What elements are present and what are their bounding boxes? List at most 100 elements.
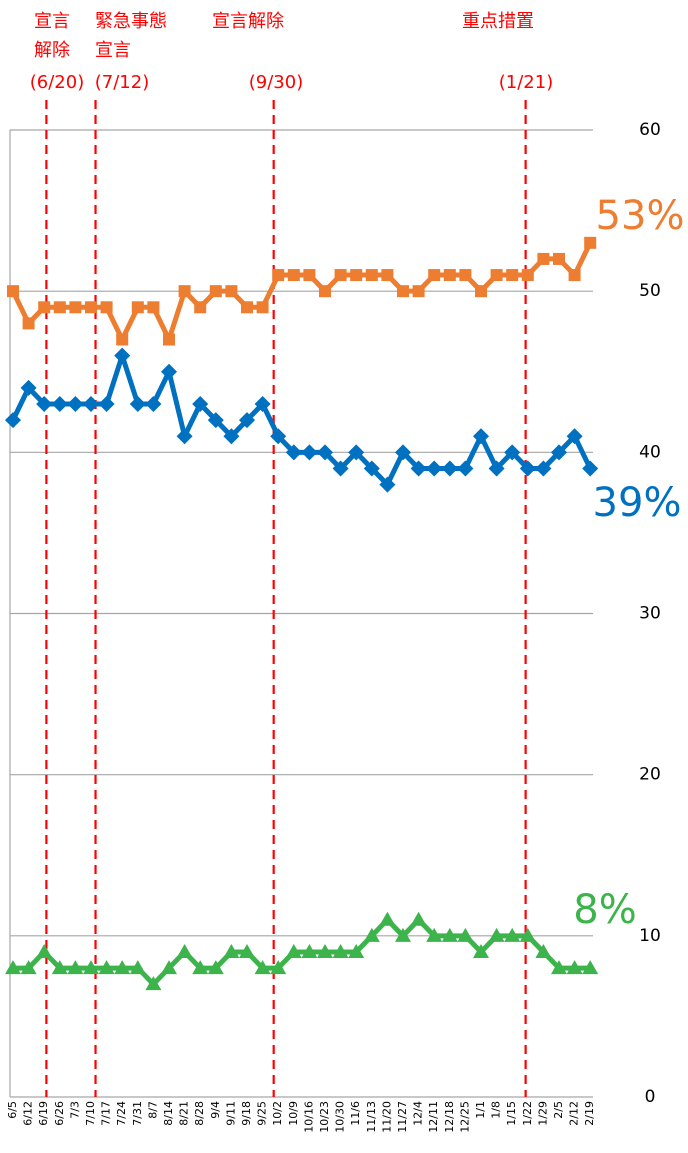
marker (319, 285, 331, 298)
x-tick-label: 1/29 (536, 1101, 549, 1126)
event-label: 解除 (34, 40, 70, 61)
marker (145, 976, 162, 991)
marker (254, 960, 271, 975)
event-label: 緊急事態 (95, 11, 167, 32)
marker (582, 460, 599, 477)
y-tick-label: 60 (639, 120, 661, 140)
marker (270, 428, 287, 445)
marker (566, 428, 583, 445)
x-tick-label: 2/12 (568, 1101, 581, 1126)
marker (67, 960, 84, 975)
marker (285, 444, 302, 461)
event-date: (6/20) (30, 72, 84, 93)
marker (519, 460, 536, 477)
marker (83, 960, 99, 975)
marker (397, 285, 409, 298)
x-tick-label: 11/27 (396, 1101, 409, 1133)
x-tick-label: 8/21 (178, 1101, 191, 1126)
marker (7, 285, 19, 298)
x-tick-label: 6/26 (53, 1101, 66, 1126)
marker (521, 269, 534, 282)
event-date: (7/12) (95, 72, 149, 93)
marker (410, 911, 427, 926)
marker (535, 460, 552, 477)
x-tick-label: 12/18 (443, 1101, 456, 1133)
y-tick-label: 0 (645, 1087, 656, 1107)
marker (114, 960, 131, 975)
y-tick-label: 20 (639, 765, 661, 785)
marker (410, 460, 427, 477)
marker (426, 460, 443, 477)
end-label: 39% (593, 480, 682, 526)
marker (67, 395, 84, 412)
marker (457, 927, 474, 942)
marker (473, 428, 489, 445)
marker (161, 363, 177, 380)
marker (551, 444, 567, 461)
marker (363, 460, 380, 477)
series-line (10, 353, 593, 488)
marker (443, 269, 456, 282)
marker (36, 395, 53, 412)
end-label: 53% (596, 193, 685, 239)
marker (490, 269, 503, 282)
marker (348, 444, 365, 461)
x-tick-label: 9/11 (224, 1101, 237, 1126)
marker (223, 428, 240, 445)
x-tick-label: 6/19 (37, 1101, 50, 1126)
marker (116, 333, 129, 346)
marker (426, 927, 443, 942)
y-tick-label: 30 (639, 604, 661, 624)
x-tick-label: 7/3 (68, 1101, 81, 1119)
marker (5, 412, 21, 429)
marker (551, 960, 567, 975)
marker (241, 301, 253, 314)
marker (301, 943, 318, 958)
marker (69, 301, 82, 314)
event-label: 宣言 (34, 11, 70, 32)
x-tick-label: 8/14 (162, 1101, 175, 1126)
marker (537, 252, 550, 265)
marker (441, 927, 458, 942)
marker (114, 347, 131, 364)
x-tick-label: 12/11 (427, 1101, 440, 1133)
x-tick-label: 11/13 (365, 1101, 378, 1133)
x-tick-label: 6/12 (22, 1101, 35, 1126)
x-tick-label: 6/5 (6, 1101, 19, 1119)
marker (317, 943, 333, 958)
marker (20, 379, 37, 396)
x-tick-label: 10/9 (287, 1101, 300, 1126)
marker (85, 301, 97, 314)
y-tick-label: 40 (639, 442, 661, 462)
marker (145, 395, 162, 412)
marker (334, 269, 347, 282)
marker (582, 960, 599, 975)
x-tick-label: 7/17 (100, 1101, 113, 1126)
marker (535, 943, 552, 958)
marker (38, 301, 51, 314)
marker (98, 960, 115, 975)
x-tick-label: 8/7 (146, 1101, 159, 1119)
marker (5, 960, 21, 975)
x-tick-label: 7/31 (131, 1101, 144, 1126)
marker (51, 960, 68, 975)
y-tick-label: 50 (639, 281, 661, 301)
marker (379, 911, 396, 926)
marker (209, 285, 222, 298)
marker (176, 428, 193, 445)
y-tick-label: 10 (639, 926, 661, 946)
x-tick-label: 1/22 (521, 1101, 534, 1126)
marker (176, 943, 193, 958)
marker (506, 269, 519, 282)
marker (207, 412, 224, 429)
marker (131, 301, 144, 314)
marker (379, 476, 396, 493)
marker (254, 395, 271, 412)
marker (178, 285, 191, 298)
marker (272, 269, 285, 282)
x-tick-label: 10/16 (302, 1101, 315, 1133)
x-tick-label: 1/8 (490, 1101, 503, 1119)
marker (504, 444, 521, 461)
